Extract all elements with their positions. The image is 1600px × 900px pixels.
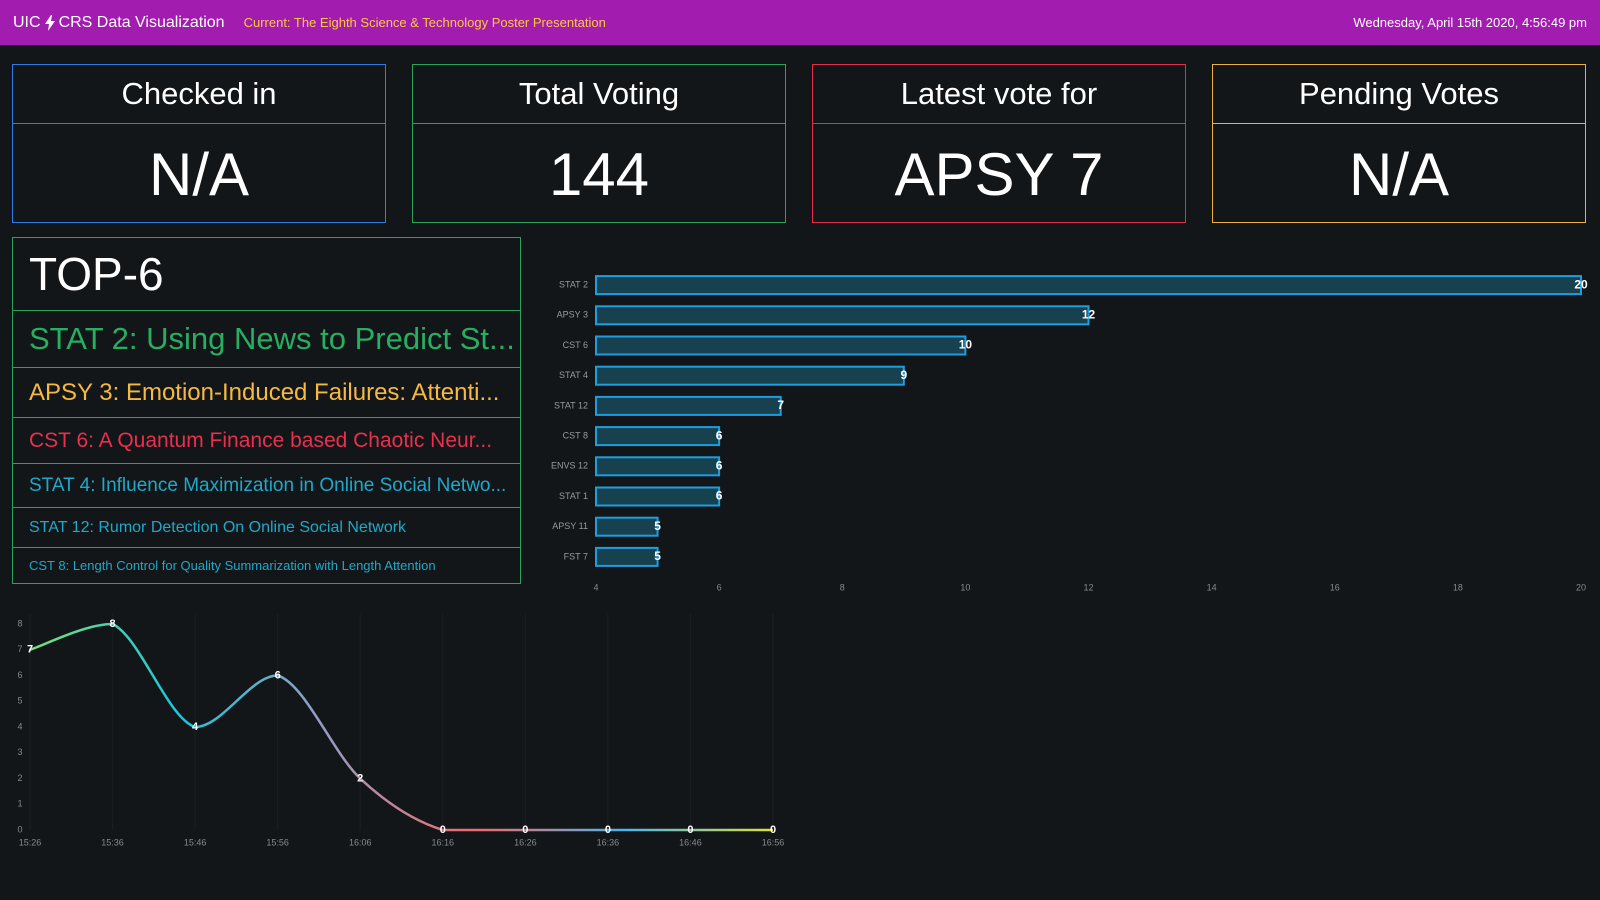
bar bbox=[595, 275, 1582, 296]
bar bbox=[595, 395, 782, 416]
card-value: APSY 7 bbox=[894, 140, 1104, 208]
top-item: STAT 2: Using News to Predict St... bbox=[13, 311, 520, 368]
x-tick-label: 16:26 bbox=[514, 837, 537, 847]
data-label: 9 bbox=[900, 368, 907, 382]
stat-card: Total Voting 144 bbox=[412, 64, 786, 223]
y-tick-label: STAT 2 bbox=[559, 279, 588, 289]
x-tick-label: 16:36 bbox=[597, 837, 620, 847]
y-tick-label: APSY 11 bbox=[552, 521, 588, 531]
y-tick-label: 6 bbox=[17, 670, 22, 680]
bar bbox=[595, 335, 967, 356]
data-label: 2 bbox=[357, 772, 363, 784]
x-tick-label: 16 bbox=[1330, 582, 1340, 592]
bar bbox=[595, 426, 721, 447]
x-tick-label: 6 bbox=[717, 582, 722, 592]
y-tick-label: STAT 12 bbox=[554, 400, 588, 410]
y-tick-label: 2 bbox=[17, 773, 22, 783]
bolt-icon bbox=[44, 14, 55, 31]
y-tick-label: 7 bbox=[17, 644, 22, 654]
data-label: 20 bbox=[1574, 277, 1588, 291]
data-label: 4 bbox=[192, 721, 199, 733]
top-list: TOP-6 STAT 2: Using News to Predict St..… bbox=[12, 237, 521, 584]
y-tick-label: STAT 1 bbox=[559, 491, 588, 501]
data-label: 0 bbox=[687, 824, 693, 836]
y-tick-label: CST 8 bbox=[563, 430, 588, 440]
bar bbox=[595, 305, 1090, 326]
data-label: 0 bbox=[440, 824, 446, 836]
y-tick-label: CST 6 bbox=[563, 340, 588, 350]
top-item: CST 8: Length Control for Quality Summar… bbox=[29, 558, 436, 573]
data-label: 6 bbox=[275, 669, 281, 681]
line bbox=[29, 622, 773, 832]
brand[interactable]: UIC CRS Data Visualization bbox=[13, 14, 225, 32]
card-value: 144 bbox=[548, 140, 650, 208]
x-tick-label: 16:46 bbox=[679, 837, 702, 847]
data-label: 7 bbox=[777, 398, 784, 412]
y-tick-label: FST 7 bbox=[564, 551, 588, 561]
data-label: 7 bbox=[27, 644, 33, 656]
top-bar: UIC CRS Data Visualization Current: The … bbox=[0, 0, 1600, 45]
y-tick-label: 3 bbox=[17, 747, 22, 757]
top-item: STAT 4: Influence Maximization in Online… bbox=[13, 464, 520, 508]
top-item: CST 6: A Quantum Finance based Chaotic N… bbox=[13, 418, 520, 464]
data-label: 6 bbox=[716, 428, 723, 442]
y-tick-label: APSY 3 bbox=[557, 310, 588, 320]
x-tick-label: 4 bbox=[593, 582, 598, 592]
y-tick-label: STAT 4 bbox=[559, 370, 588, 380]
y-tick-label: 4 bbox=[17, 721, 22, 731]
x-tick-label: 16:56 bbox=[762, 837, 785, 847]
y-tick-label: 8 bbox=[17, 618, 22, 628]
card-value: N/A bbox=[148, 140, 250, 208]
top-title: TOP-6 bbox=[13, 238, 520, 311]
x-tick-label: 18 bbox=[1453, 582, 1463, 592]
stat-card: Checked in N/A bbox=[12, 64, 386, 223]
bar bbox=[595, 365, 905, 386]
current-session: Current: The Eighth Science & Technology… bbox=[243, 15, 606, 30]
x-tick-label: 15:56 bbox=[266, 837, 289, 847]
data-label: 5 bbox=[654, 519, 661, 533]
data-label: 0 bbox=[605, 824, 611, 836]
bar bbox=[595, 486, 721, 507]
x-tick-label: 16:16 bbox=[432, 837, 455, 847]
data-label: 6 bbox=[716, 489, 723, 503]
bar bbox=[595, 546, 659, 567]
bar bbox=[595, 516, 659, 537]
x-tick-label: 20 bbox=[1576, 582, 1586, 592]
data-label: 6 bbox=[716, 458, 723, 472]
app-name: CRS Data Visualization bbox=[58, 13, 225, 31]
y-tick-label: 0 bbox=[17, 824, 22, 834]
card-title: Pending Votes bbox=[1213, 65, 1585, 124]
data-label: 12 bbox=[1082, 307, 1096, 321]
brand-text: UIC bbox=[13, 13, 41, 31]
bar bbox=[595, 456, 721, 477]
stat-card: Latest vote for APSY 7 bbox=[812, 64, 1186, 223]
y-tick-label: ENVS 12 bbox=[551, 461, 588, 471]
y-tick-label: 5 bbox=[17, 696, 22, 706]
x-tick-label: 10 bbox=[960, 582, 970, 592]
card-title: Latest vote for bbox=[813, 65, 1185, 124]
data-label: 10 bbox=[959, 338, 973, 352]
top-item: APSY 3: Emotion-Induced Failures: Attent… bbox=[13, 368, 520, 418]
x-tick-label: 16:06 bbox=[349, 837, 372, 847]
datetime: Wednesday, April 15th 2020, 4:56:49 pm bbox=[1353, 15, 1587, 30]
top-item: STAT 12: Rumor Detection On Online Socia… bbox=[13, 508, 520, 548]
x-tick-label: 8 bbox=[840, 582, 845, 592]
data-label: 5 bbox=[654, 549, 661, 563]
x-tick-label: 12 bbox=[1083, 582, 1093, 592]
y-tick-label: 1 bbox=[17, 799, 22, 809]
x-tick-label: 15:26 bbox=[19, 837, 42, 847]
data-label: 8 bbox=[109, 618, 115, 630]
stat-card: Pending Votes N/A bbox=[1212, 64, 1586, 223]
data-label: 0 bbox=[522, 824, 528, 836]
card-value: N/A bbox=[1348, 140, 1450, 208]
card-title: Checked in bbox=[13, 65, 385, 124]
x-tick-label: 14 bbox=[1207, 582, 1217, 592]
data-label: 0 bbox=[770, 824, 776, 836]
card-title: Total Voting bbox=[413, 65, 785, 124]
x-tick-label: 15:36 bbox=[101, 837, 124, 847]
x-tick-label: 15:46 bbox=[184, 837, 207, 847]
